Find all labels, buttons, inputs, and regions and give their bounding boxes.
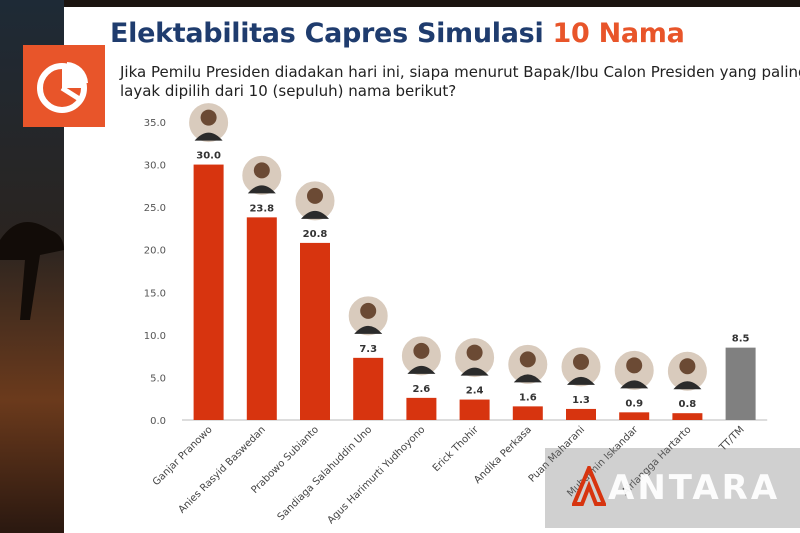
avatar-shoulders	[194, 132, 223, 141]
y-tick-label: 20.0	[144, 246, 166, 257]
bar	[193, 164, 224, 420]
avatar-head	[626, 357, 643, 374]
bar-value-label: 23.8	[249, 203, 274, 214]
y-tick-label: 30.0	[144, 161, 166, 172]
y-tick-label: 0.0	[150, 416, 166, 427]
y-tick-label: 15.0	[144, 288, 166, 299]
avatar-head	[253, 162, 270, 179]
bar-value-label: 2.6	[413, 384, 431, 395]
category-label: Erick Thohir	[431, 424, 481, 474]
bar	[406, 397, 437, 420]
avatar-shoulders	[620, 380, 649, 389]
avatar-head	[360, 302, 377, 319]
title-main: Elektabilitas Capres Simulasi	[110, 18, 553, 49]
survey-question: Jika Pemilu Presiden diadakan hari ini, …	[120, 63, 800, 101]
y-tick-label: 35.0	[144, 118, 166, 129]
avatar-head	[307, 187, 323, 204]
avatar-head	[200, 109, 217, 126]
bar	[725, 347, 756, 420]
page-title: Elektabilitas Capres Simulasi 10 Nama	[110, 18, 685, 49]
avatar-shoulders	[407, 365, 436, 374]
bar-value-label: 0.8	[679, 399, 697, 410]
bar	[512, 406, 543, 420]
avatar-head	[573, 353, 589, 370]
avatar-shoulders	[673, 381, 702, 390]
category-label: Andika Perkasa	[472, 424, 534, 486]
bar	[353, 357, 384, 420]
category-label: Agus Harimurti Yudhoyono	[326, 424, 428, 526]
category-label: Sandiaga Salahuddin Uno	[276, 424, 375, 523]
bar	[672, 413, 703, 420]
slide-panel	[64, 7, 800, 533]
bar	[566, 408, 596, 420]
y-tick-label: 10.0	[144, 331, 166, 342]
pie-chart-icon	[37, 62, 88, 113]
pie-chart-logo	[23, 45, 105, 127]
bar-value-label: 1.3	[572, 395, 590, 406]
avatar-shoulders	[247, 185, 276, 194]
bar-value-label: 30.0	[196, 151, 221, 162]
bar-value-label: 2.4	[466, 386, 484, 397]
avatar-head	[413, 342, 430, 359]
bar-value-label: 8.5	[732, 334, 750, 345]
question-line-2: layak dipilih dari 10 (sepuluh) nama ber…	[120, 82, 457, 100]
avatar-shoulders	[513, 374, 542, 383]
question-line-1: Jika Pemilu Presiden diadakan hari ini, …	[120, 63, 800, 81]
avatar-shoulders	[460, 367, 489, 376]
bar	[300, 242, 330, 420]
bar	[619, 412, 650, 420]
watermark-text: ANTARA	[608, 468, 781, 508]
avatar-shoulders	[567, 376, 595, 385]
avatar-shoulders	[301, 210, 329, 219]
avatar-head	[519, 351, 536, 368]
antara-logo-icon	[572, 466, 606, 506]
category-label: Anies Rasyid Baswedan	[177, 424, 268, 515]
bar-value-label: 0.9	[625, 398, 643, 409]
bar	[246, 217, 277, 420]
avatar-shoulders	[354, 325, 383, 334]
bar-value-label: 20.8	[303, 229, 328, 240]
avatar-head	[466, 344, 483, 361]
tree-silhouette	[0, 222, 64, 320]
avatar-head	[679, 358, 696, 375]
y-tick-label: 5.0	[150, 373, 166, 384]
bar	[459, 399, 490, 420]
bar-value-label: 1.6	[519, 392, 537, 403]
bar-value-label: 7.3	[359, 344, 377, 355]
title-accent: 10 Nama	[552, 18, 685, 49]
y-tick-label: 25.0	[144, 203, 166, 214]
